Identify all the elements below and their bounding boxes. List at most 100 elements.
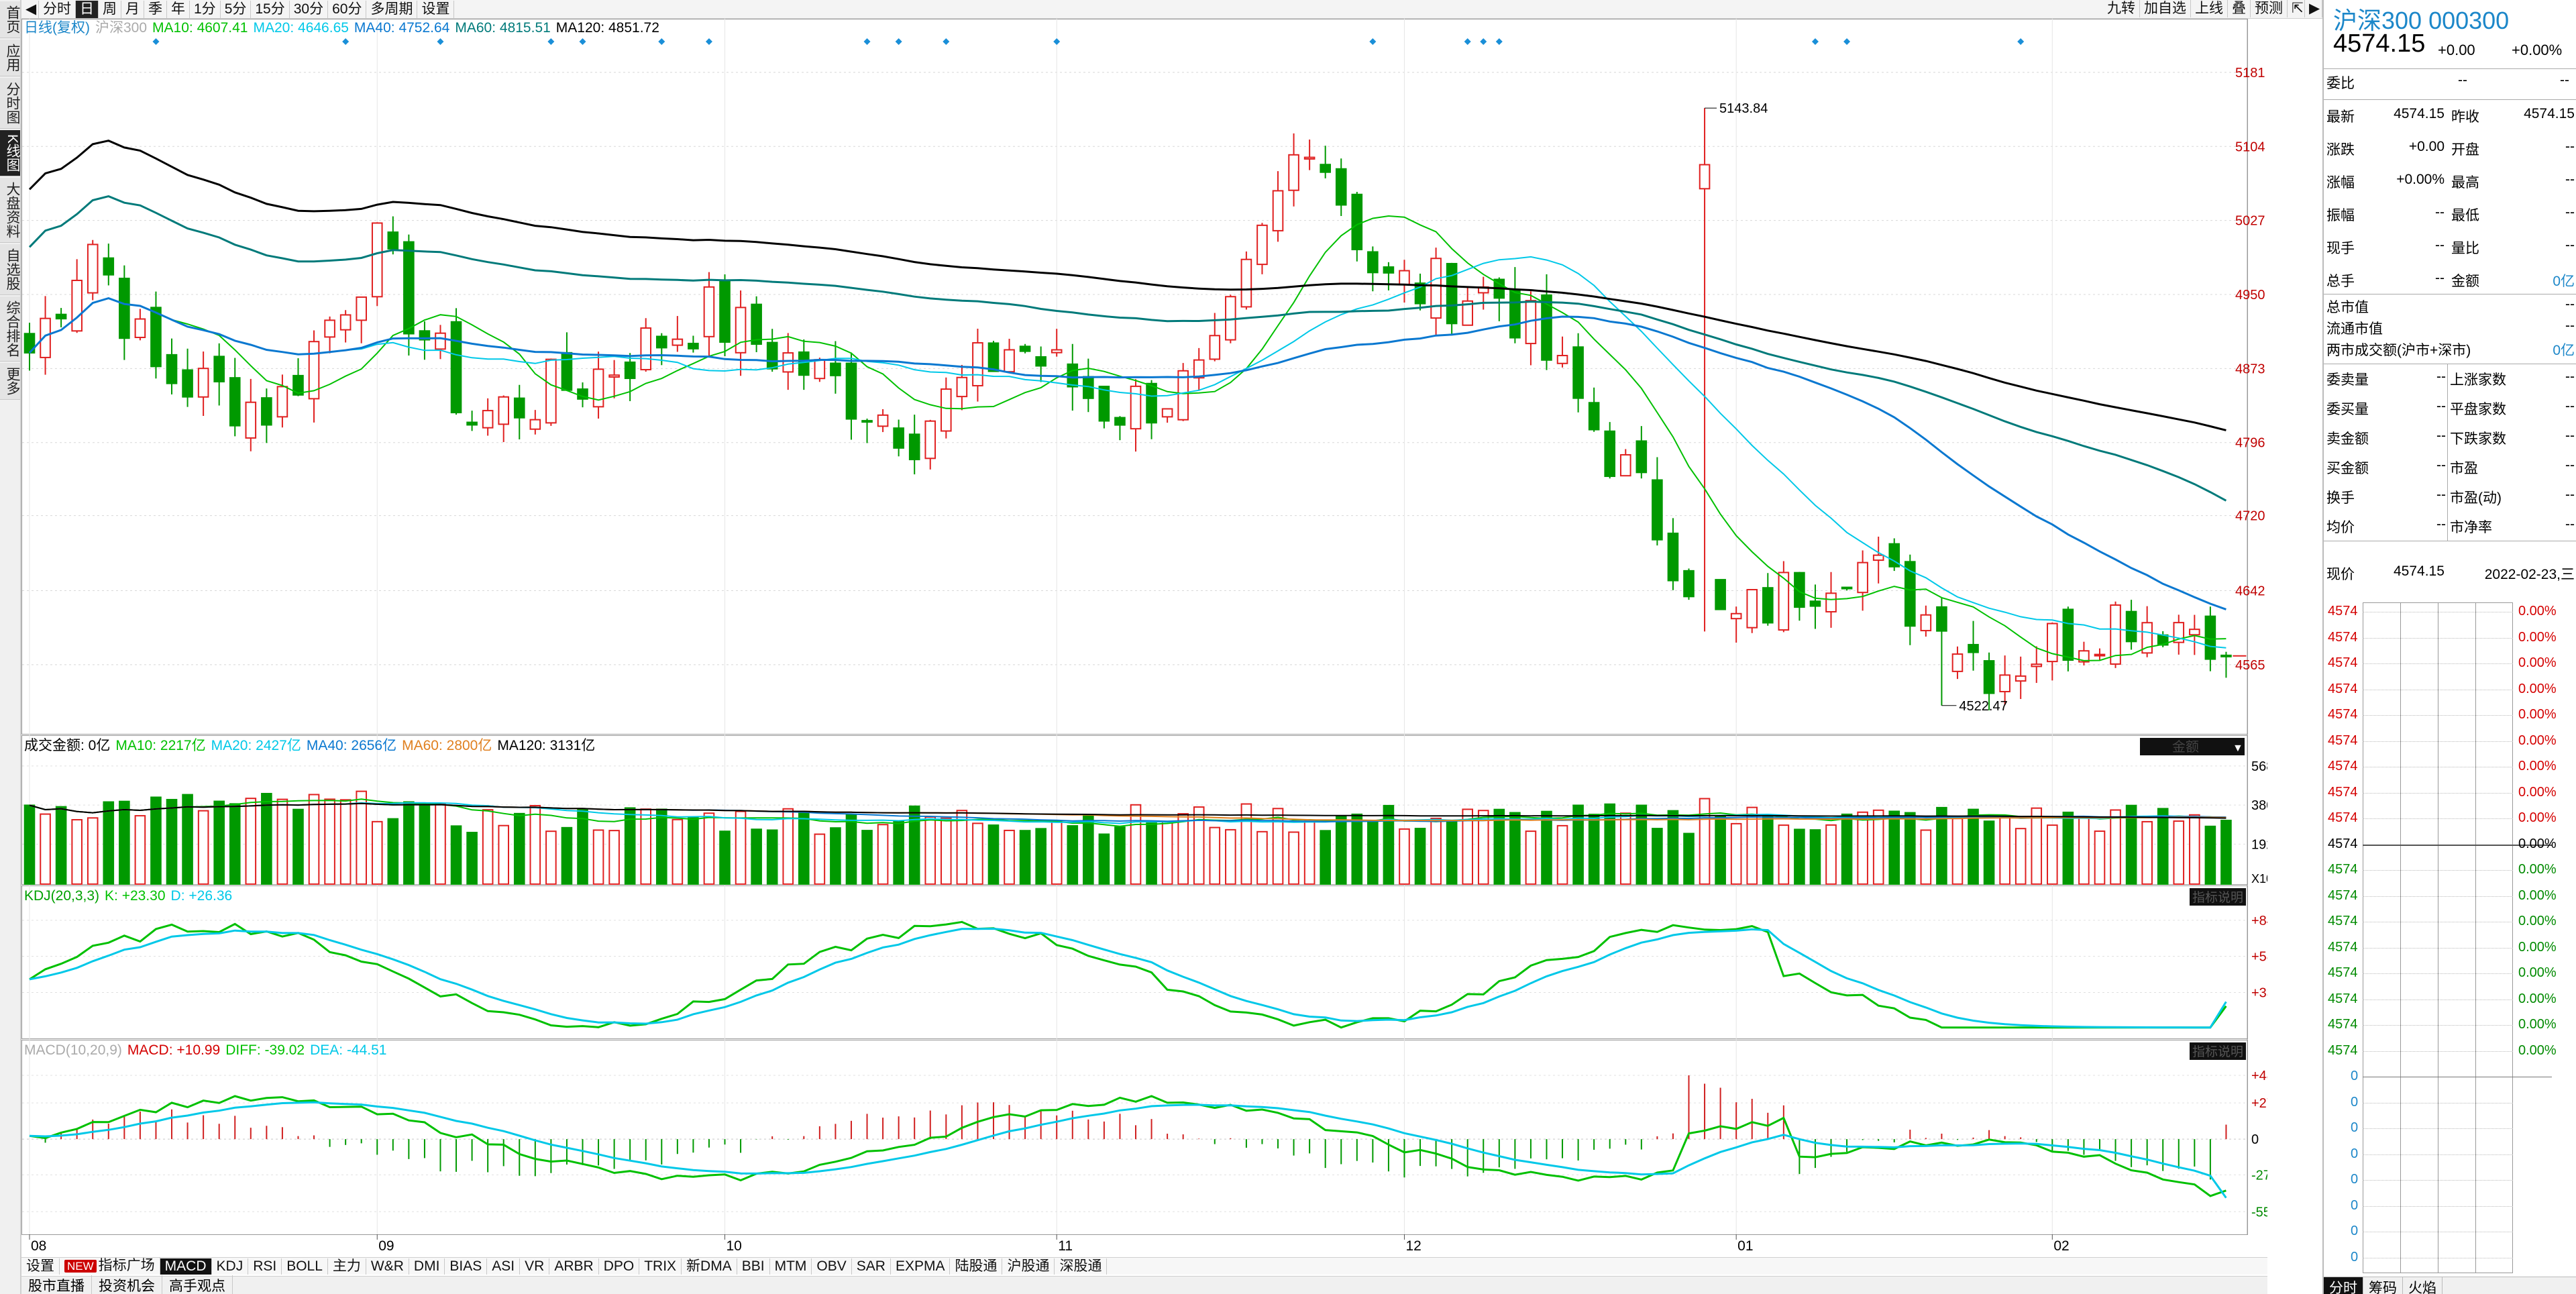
- candle: [877, 414, 889, 427]
- indicator-tab-boll-5[interactable]: BOLL: [282, 1258, 328, 1275]
- event-diamond-icon[interactable]: [342, 38, 350, 45]
- indicator-tab-trix-14[interactable]: TRIX: [639, 1258, 682, 1275]
- candle: [845, 362, 857, 420]
- candle: [719, 280, 731, 343]
- event-diamond-icon[interactable]: [1464, 38, 1471, 45]
- left-nav-item-4[interactable]: 大盘资料: [0, 178, 20, 244]
- event-diamond-icon[interactable]: [547, 38, 555, 45]
- left-nav-item-2[interactable]: 分时图: [0, 78, 20, 129]
- kdj-help-button[interactable]: [2190, 888, 2246, 906]
- event-diamond-icon[interactable]: [2017, 38, 2025, 45]
- toolbar-right-button-0[interactable]: 九转: [2103, 0, 2140, 17]
- period-tab-5[interactable]: 年: [167, 0, 190, 18]
- indicator-tab-w-r-7[interactable]: W&R: [366, 1258, 409, 1275]
- volume-ma-line: [29, 798, 2226, 827]
- period-tab-11[interactable]: 多周期: [366, 0, 418, 18]
- quote-panel-tab-0[interactable]: 分时: [2324, 1277, 2363, 1294]
- volume-bar: [1683, 832, 1695, 885]
- period-tab-0[interactable]: 分时: [39, 0, 76, 18]
- event-diamond-icon[interactable]: [863, 38, 871, 45]
- event-diamond-icon[interactable]: [658, 38, 665, 45]
- indicator-tab-expma-20[interactable]: EXPMA: [891, 1258, 951, 1275]
- event-diamond-icon[interactable]: [1480, 38, 1487, 45]
- indicator-tab-item-23[interactable]: 深股通: [1055, 1258, 1108, 1275]
- indicator-tab-label: BIAS: [449, 1258, 482, 1274]
- period-tab-4[interactable]: 季: [144, 0, 167, 18]
- mini-chart-gridline: [2363, 818, 2513, 819]
- left-nav-item-0[interactable]: 首页: [0, 1, 20, 38]
- news-link-1[interactable]: 投资机会: [92, 1275, 162, 1294]
- next-arrow-icon[interactable]: ▶: [2305, 0, 2322, 17]
- left-nav-item-5[interactable]: 自选股: [0, 244, 20, 296]
- indicator-tab-dpo-13[interactable]: DPO: [599, 1258, 640, 1275]
- toolbar-right-button-2[interactable]: 上线: [2191, 0, 2228, 17]
- volume-bar: [1604, 803, 1616, 885]
- indicator-tab-bias-9[interactable]: BIAS: [445, 1258, 488, 1275]
- indicator-tab-vr-11[interactable]: VR: [520, 1258, 550, 1275]
- left-nav-item-1[interactable]: 应用: [0, 40, 20, 76]
- period-tab-6[interactable]: 1分: [190, 0, 221, 18]
- volume-type-dropdown[interactable]: [2140, 738, 2245, 755]
- mini-chart-gridline: [2363, 1205, 2513, 1207]
- macd-help-button[interactable]: [2190, 1042, 2246, 1060]
- indicator-tab-arbr-12[interactable]: ARBR: [549, 1258, 599, 1275]
- period-tab-1[interactable]: 日: [76, 0, 99, 18]
- indicator-tab-bbi-16[interactable]: BBI: [737, 1258, 770, 1275]
- period-tab-10[interactable]: 60分: [328, 0, 367, 18]
- expand-icon[interactable]: ⇱: [2288, 0, 2305, 17]
- period-tab-2[interactable]: 周: [99, 0, 121, 18]
- quote-panel-tab-2[interactable]: 火焰: [2403, 1277, 2443, 1294]
- period-tab-3[interactable]: 月: [121, 0, 144, 18]
- indicator-tab-asi-10[interactable]: ASI: [487, 1258, 521, 1275]
- quote-value: --: [2435, 205, 2445, 220]
- event-diamond-icon[interactable]: [895, 38, 902, 45]
- period-tab-12[interactable]: 设置: [417, 0, 455, 18]
- left-nav-item-6[interactable]: 综合排名: [0, 296, 20, 362]
- indicator-tab-item-21[interactable]: 陆股通: [950, 1258, 1003, 1275]
- candle: [197, 368, 209, 398]
- volume-bar: [23, 804, 36, 885]
- indicator-tab-item-6[interactable]: 主力: [328, 1258, 366, 1275]
- toolbar-right-button-1[interactable]: 加自选: [2140, 0, 2191, 17]
- event-diamond-icon[interactable]: [943, 38, 950, 45]
- indicator-tab-rsi-4[interactable]: RSI: [248, 1258, 282, 1275]
- event-diamond-icon[interactable]: [579, 38, 586, 45]
- indicator-tab-kdj-3[interactable]: KDJ: [212, 1258, 249, 1275]
- candle: [2062, 608, 2074, 661]
- period-tab-7[interactable]: 5分: [221, 0, 252, 18]
- indicator-tab-sar-19[interactable]: SAR: [852, 1258, 891, 1275]
- indicator-tab-obv-18[interactable]: OBV: [812, 1258, 852, 1275]
- period-tab-8[interactable]: 15分: [251, 0, 290, 18]
- indicator-tab-dmi-8[interactable]: DMI: [409, 1258, 445, 1275]
- event-diamond-icon[interactable]: [705, 38, 712, 45]
- quote-value: --: [2565, 205, 2575, 220]
- quote-panel-tab-1[interactable]: 筹码: [2363, 1277, 2403, 1294]
- period-tab-9[interactable]: 30分: [290, 0, 329, 18]
- event-diamond-icon[interactable]: [1843, 38, 1851, 45]
- event-diamond-icon[interactable]: [152, 38, 160, 45]
- event-diamond-icon[interactable]: [1811, 38, 1819, 45]
- chevron-down-icon[interactable]: ▼: [2233, 743, 2243, 754]
- indicator-tab-macd-2[interactable]: MACD: [160, 1258, 212, 1275]
- volume-bar: [1746, 806, 1758, 885]
- event-diamond-icon[interactable]: [1369, 38, 1377, 45]
- prev-arrow-icon[interactable]: ◀: [21, 0, 39, 18]
- left-nav-item-7[interactable]: 更多: [0, 363, 20, 400]
- volume-unit: X100: [2251, 872, 2267, 885]
- event-diamond-icon[interactable]: [437, 38, 444, 45]
- indicator-tab-item-0[interactable]: 设置: [21, 1258, 60, 1275]
- kline-chart[interactable]: 5181 5104 5027 4950 4873 4796 4720 4642 4565 08 09…: [21, 19, 2267, 1257]
- indicator-tab-item-22[interactable]: 沪股通: [1002, 1258, 1055, 1275]
- indicator-tab-mtm-17[interactable]: MTM: [770, 1258, 812, 1275]
- event-diamond-icon[interactable]: [1053, 38, 1061, 45]
- index-title: 沪深300 000300: [2333, 7, 2510, 34]
- news-link-0[interactable]: 股市直播: [21, 1275, 92, 1294]
- indicator-tab-dma-15[interactable]: 新DMA: [682, 1258, 737, 1275]
- candle: [624, 361, 636, 380]
- indicator-tab-item-1[interactable]: NEW 指标广场: [60, 1258, 160, 1275]
- left-nav-item-3[interactable]: K线图: [0, 130, 20, 177]
- toolbar-right-button-4[interactable]: 预测: [2251, 0, 2288, 17]
- event-diamond-icon[interactable]: [1495, 38, 1503, 45]
- news-link-2[interactable]: 高手观点: [162, 1275, 233, 1294]
- toolbar-right-button-3[interactable]: 叠: [2228, 0, 2251, 17]
